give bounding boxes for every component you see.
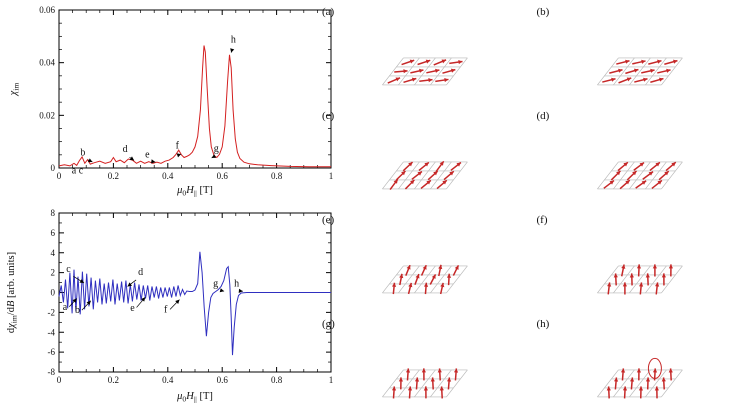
svg-text:-6: -6: [48, 347, 56, 357]
svg-text:4: 4: [51, 248, 56, 258]
svg-text:1: 1: [329, 375, 334, 385]
svg-text:μ0H|| [T]: μ0H|| [T]: [176, 391, 213, 404]
svg-text:0.6: 0.6: [217, 375, 229, 385]
svg-text:μ0H|| [T]: μ0H|| [T]: [176, 185, 213, 198]
svg-text:6: 6: [51, 228, 56, 238]
svg-text:0.4: 0.4: [162, 375, 174, 385]
svg-text:0.8: 0.8: [271, 171, 283, 181]
spin-panel-b: (b): [533, 0, 747, 104]
svg-text:c: c: [66, 264, 71, 275]
panel-label-b: (b): [536, 6, 550, 18]
svg-text:0.2: 0.2: [108, 171, 119, 181]
svg-text:f: f: [164, 304, 168, 315]
spin-panel-g: (g): [318, 312, 533, 416]
panel-label-c: (c): [322, 110, 335, 122]
svg-text:b: b: [80, 147, 85, 158]
spin-configuration-e: [382, 264, 468, 295]
svg-text:f: f: [176, 140, 180, 151]
svg-text:χim: χim: [8, 83, 21, 97]
spin-panel-e: (e): [318, 208, 533, 312]
spin-configuration-f: [596, 264, 683, 295]
chi-im-chart: 0 0.2 0.4 0.6 0.8 1 0 0.02 0.04 0.06 b a c d e f g h μ0H|…: [8, 5, 334, 198]
svg-text:0.8: 0.8: [271, 375, 283, 385]
svg-text:h: h: [234, 278, 239, 289]
svg-text:0.6: 0.6: [217, 171, 229, 181]
panel-label-a: (a): [322, 6, 335, 18]
spin-configuration-c: [382, 160, 468, 190]
svg-text:-2: -2: [48, 307, 56, 317]
svg-text:d: d: [123, 144, 128, 155]
svg-text:0.4: 0.4: [162, 171, 174, 181]
svg-text:0: 0: [57, 375, 62, 385]
svg-text:1: 1: [329, 171, 334, 181]
spin-configuration-a: [382, 57, 468, 86]
dchi-db-chart: 0 0.2 0.4 0.6 0.8 1 -8 -6 -4 -2 0 2 4 6 8 c a b d e f g h μ0H||…: [6, 208, 334, 404]
svg-text:8: 8: [51, 208, 56, 218]
svg-text:b: b: [75, 305, 80, 316]
spin-panel-d: (d): [533, 104, 747, 208]
panel-label-h: (h): [536, 318, 550, 330]
svg-text:0.2: 0.2: [108, 375, 119, 385]
svg-text:dχim/dB [arb. units]: dχim/dB [arb. units]: [6, 252, 19, 333]
svg-text:0.02: 0.02: [39, 110, 55, 120]
panel-label-g: (g): [322, 318, 335, 330]
svg-text:e: e: [145, 150, 150, 161]
svg-text:a: a: [63, 302, 68, 313]
spin-configuration-b: [596, 57, 683, 86]
spin-panel-grid: (a) (b) (c) (d) (e) (f) (g) (h): [318, 0, 747, 416]
spin-panel-c: (c): [318, 104, 533, 208]
panel-label-d: (d): [536, 110, 550, 122]
svg-text:a c: a c: [72, 166, 84, 177]
svg-text:0: 0: [51, 163, 56, 173]
spin-configuration-g: [382, 368, 468, 399]
panel-label-e: (e): [322, 214, 335, 226]
svg-text:0: 0: [51, 288, 56, 298]
spin-panel-a: (a): [318, 0, 533, 104]
svg-text:2: 2: [51, 268, 56, 278]
svg-text:0.04: 0.04: [39, 58, 55, 68]
svg-text:d: d: [138, 267, 143, 278]
svg-text:-4: -4: [48, 327, 56, 337]
spin-panel-f: (f): [533, 208, 747, 312]
svg-text:g: g: [214, 143, 219, 154]
svg-text:g: g: [213, 278, 218, 289]
spin-configuration-d: [596, 161, 683, 190]
svg-text:0: 0: [57, 171, 62, 181]
panel-label-f: (f): [536, 214, 548, 226]
svg-text:e: e: [130, 303, 135, 314]
svg-text:h: h: [231, 34, 236, 45]
spin-panel-h: (h): [533, 312, 747, 416]
svg-text:0.06: 0.06: [39, 5, 55, 15]
spin-configuration-h: [596, 357, 683, 399]
svg-text:-8: -8: [48, 367, 56, 377]
